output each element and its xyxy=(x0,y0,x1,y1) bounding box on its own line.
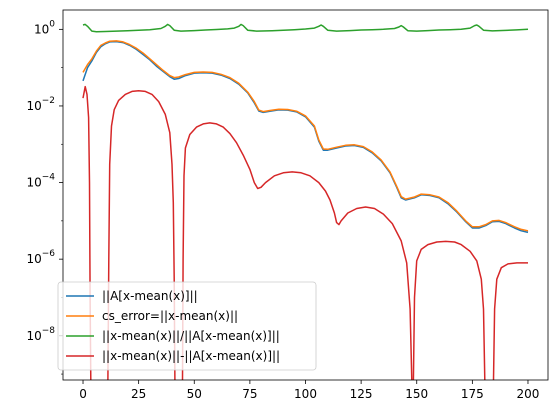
plot-frame xyxy=(62,9,549,381)
legend-label: ||x-mean(x)||/||A[x-mean(x)]|| xyxy=(102,329,280,343)
y-tick-exponent: −6 xyxy=(42,249,56,259)
y-tick-exponent: −2 xyxy=(42,96,55,106)
x-tick-label: 50 xyxy=(187,387,202,401)
y-tick-label: 100 xyxy=(34,19,55,36)
y-tick-base: 10 xyxy=(34,22,49,36)
x-tick-label: 150 xyxy=(405,387,428,401)
series-line-2 xyxy=(82,40,529,232)
series-line-1 xyxy=(82,40,529,234)
legend: ||A[x-mean(x)]|| cs_error=||x-mean(x)|| ||… xyxy=(57,281,317,371)
legend-label: ||x-mean(x)||-||A[x-mean(x)]|| xyxy=(102,349,280,363)
x-tick-label: 175 xyxy=(461,387,484,401)
y-tick-base: 10 xyxy=(26,176,41,190)
x-tick-label: 100 xyxy=(294,387,317,401)
legend-label: cs_error=||x-mean(x)|| xyxy=(102,309,238,323)
x-tick-label: 25 xyxy=(131,387,146,401)
series-line-3 xyxy=(82,23,529,33)
y-tick-label: 10−6 xyxy=(26,249,55,266)
series-layer xyxy=(82,23,529,380)
x-tick-label: 0 xyxy=(79,387,87,401)
y-tick-exponent: 0 xyxy=(49,19,55,29)
series-line-4 xyxy=(82,85,528,380)
x-tick-label: 75 xyxy=(242,387,257,401)
y-tick-exponent: −8 xyxy=(42,326,56,336)
y-tick-base: 10 xyxy=(26,329,41,343)
y-tick-exponent: −4 xyxy=(42,173,56,183)
x-tick-label: 200 xyxy=(517,387,540,401)
legend-label: ||A[x-mean(x)]|| xyxy=(102,289,198,303)
y-tick-label: 10−2 xyxy=(26,96,55,113)
y-tick-base: 10 xyxy=(26,252,41,266)
x-axis-ticks: 0 25 50 75 100 125 150 175 200 xyxy=(79,380,539,401)
x-tick-label: 125 xyxy=(350,387,373,401)
y-tick-base: 10 xyxy=(26,99,41,113)
y-tick-label: 10−4 xyxy=(26,173,55,190)
y-tick-label: 10−8 xyxy=(26,326,55,343)
legend-box xyxy=(57,281,317,371)
